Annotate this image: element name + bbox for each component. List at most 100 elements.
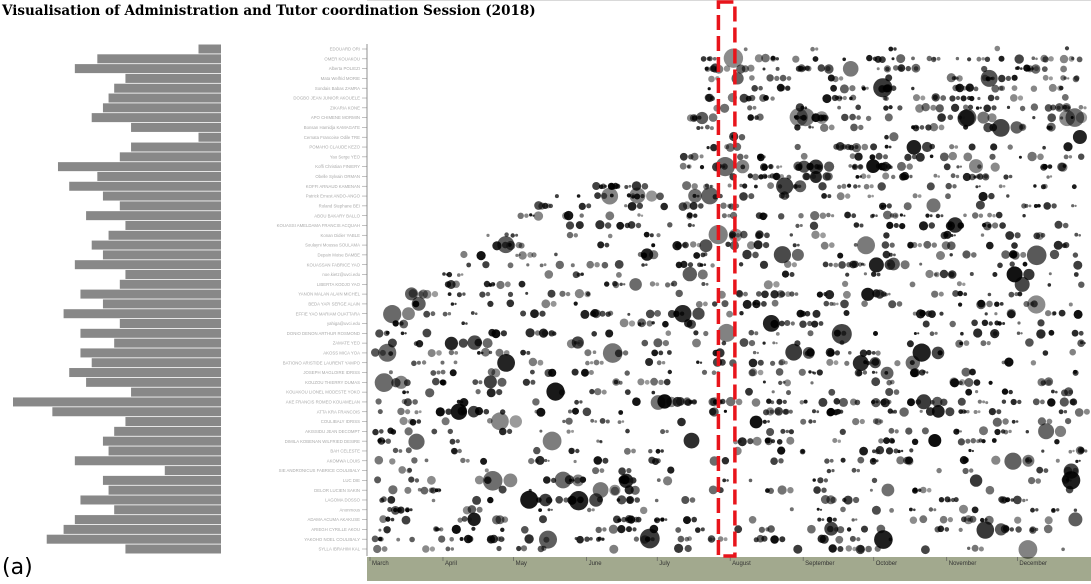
session-dot [809, 171, 822, 183]
session-dot [1015, 420, 1019, 423]
session-dot [789, 507, 794, 512]
session-dot [785, 86, 791, 91]
session-dot [849, 85, 856, 92]
session-dot [573, 459, 577, 464]
session-dot [1074, 232, 1079, 237]
session-dot [378, 528, 382, 532]
session-dot [857, 545, 865, 553]
session-dot [870, 361, 874, 365]
participant-label: KOFFI ARNAUD KAMENAN [306, 184, 360, 189]
session-dot [735, 233, 741, 238]
session-dot [965, 86, 971, 91]
session-dot [966, 410, 970, 414]
session-dot [748, 329, 755, 336]
session-dot [618, 410, 624, 415]
session-dot [1048, 164, 1053, 169]
session-dot [589, 537, 593, 541]
session-dot [879, 56, 886, 63]
session-dot [587, 507, 592, 513]
session-dot [444, 281, 452, 288]
session-dot [1063, 154, 1069, 160]
activity-bar [108, 93, 221, 103]
session-dot [417, 291, 424, 298]
session-dot [916, 394, 932, 410]
participant-label: KOUZOU THIERRY DUMAS [305, 380, 360, 385]
session-dot [537, 359, 544, 366]
session-dot [794, 292, 799, 296]
session-dot [968, 448, 972, 453]
session-dot [889, 508, 894, 513]
session-dot [826, 212, 831, 218]
session-dot [449, 438, 456, 445]
session-dot [977, 164, 982, 169]
activity-bar [125, 269, 221, 279]
session-dot [1042, 74, 1049, 81]
session-dot [427, 475, 436, 485]
session-dot [502, 241, 509, 249]
session-dot [1033, 232, 1041, 240]
session-dot [408, 433, 425, 450]
session-dot [677, 535, 685, 543]
session-dot [588, 370, 594, 375]
session-dot [958, 380, 963, 386]
session-dot [843, 290, 851, 299]
session-dot [789, 233, 793, 237]
session-dot [451, 524, 461, 535]
session-dot [992, 272, 998, 277]
session-dot [953, 234, 956, 237]
session-dot [944, 527, 950, 532]
session-dot [834, 350, 841, 356]
session-dot [752, 299, 761, 309]
session-dot [748, 358, 758, 368]
participant-label: Obelle Sylvain ORMAN [315, 174, 360, 179]
session-dot [547, 508, 551, 512]
session-dot [1051, 389, 1055, 394]
session-dot [876, 272, 881, 277]
session-dot [964, 378, 974, 387]
session-dot [634, 497, 640, 503]
session-dot [699, 165, 705, 170]
session-dot [430, 370, 437, 376]
session-dot [434, 488, 439, 493]
session-dot [1007, 144, 1013, 150]
session-dot [1018, 155, 1022, 159]
session-dot [689, 114, 698, 123]
session-dot [379, 515, 388, 523]
session-dot [1070, 398, 1078, 406]
session-dot [805, 65, 812, 72]
session-dot [700, 126, 704, 130]
session-dot [776, 83, 785, 92]
session-dot [617, 495, 627, 505]
session-dot [883, 154, 888, 160]
session-dot [590, 361, 594, 365]
session-dot [953, 76, 958, 80]
session-dot [853, 496, 860, 504]
activity-bar [119, 319, 221, 329]
session-dot [893, 223, 899, 228]
session-dot [548, 203, 553, 209]
session-dot [752, 105, 757, 110]
session-dot [1040, 165, 1044, 169]
session-dot [799, 224, 803, 227]
month-label: June [589, 561, 603, 567]
session-dot [832, 76, 839, 83]
session-dot [1048, 329, 1055, 336]
session-dot [1055, 390, 1058, 394]
session-dot [919, 409, 923, 413]
session-dot [705, 282, 709, 286]
session-dot [739, 93, 749, 103]
session-dot [821, 518, 825, 521]
session-dot [961, 516, 967, 523]
session-dot [703, 330, 709, 337]
session-dot [770, 96, 775, 101]
session-dot [683, 397, 692, 406]
session-dot [1058, 162, 1068, 172]
session-dot [526, 263, 530, 267]
session-dot [1078, 153, 1085, 160]
activity-bar [102, 103, 221, 113]
session-dot [465, 322, 468, 325]
session-dot [655, 458, 661, 464]
session-dot [753, 240, 763, 250]
session-dot [466, 262, 472, 268]
